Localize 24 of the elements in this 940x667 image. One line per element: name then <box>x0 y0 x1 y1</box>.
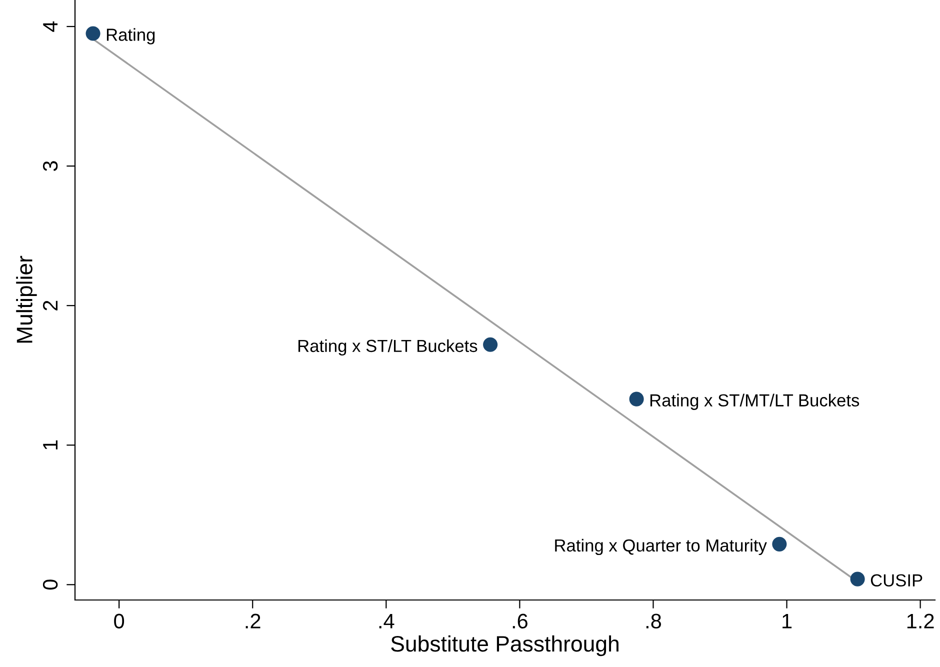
point <box>850 572 865 586</box>
x-tick-label: .8 <box>646 614 662 628</box>
x-axis-title: Substitute Passthrough <box>391 635 618 656</box>
annotation: Rating <box>106 28 155 44</box>
y-tick-label: 1 <box>43 440 58 450</box>
annotation: Rating x Quarter to Maturity <box>555 538 767 556</box>
x-tick-label: .2 <box>246 614 260 628</box>
x-tick-label: .4 <box>379 614 394 628</box>
x-tick-label: 0 <box>114 614 124 628</box>
point <box>629 392 644 406</box>
x-tick-label: 1 <box>782 614 792 628</box>
point <box>772 536 787 552</box>
x-tick-label: 1.2 <box>907 614 934 628</box>
annotation: CUSIP <box>870 574 922 587</box>
y-tick-label: 0 <box>42 580 58 590</box>
y-tick-label: 2 <box>42 300 58 310</box>
x-tick-label: .6 <box>512 614 528 628</box>
y-axis-title: Multiplier <box>16 256 37 343</box>
point <box>483 337 498 352</box>
annotation: Rating x ST/LT Buckets <box>298 339 478 356</box>
y-tick-label: 4 <box>43 21 58 32</box>
annotation: Rating x ST/MT/LT Buckets <box>650 394 860 410</box>
y-tick-label: 3 <box>42 161 58 172</box>
point <box>86 26 100 41</box>
